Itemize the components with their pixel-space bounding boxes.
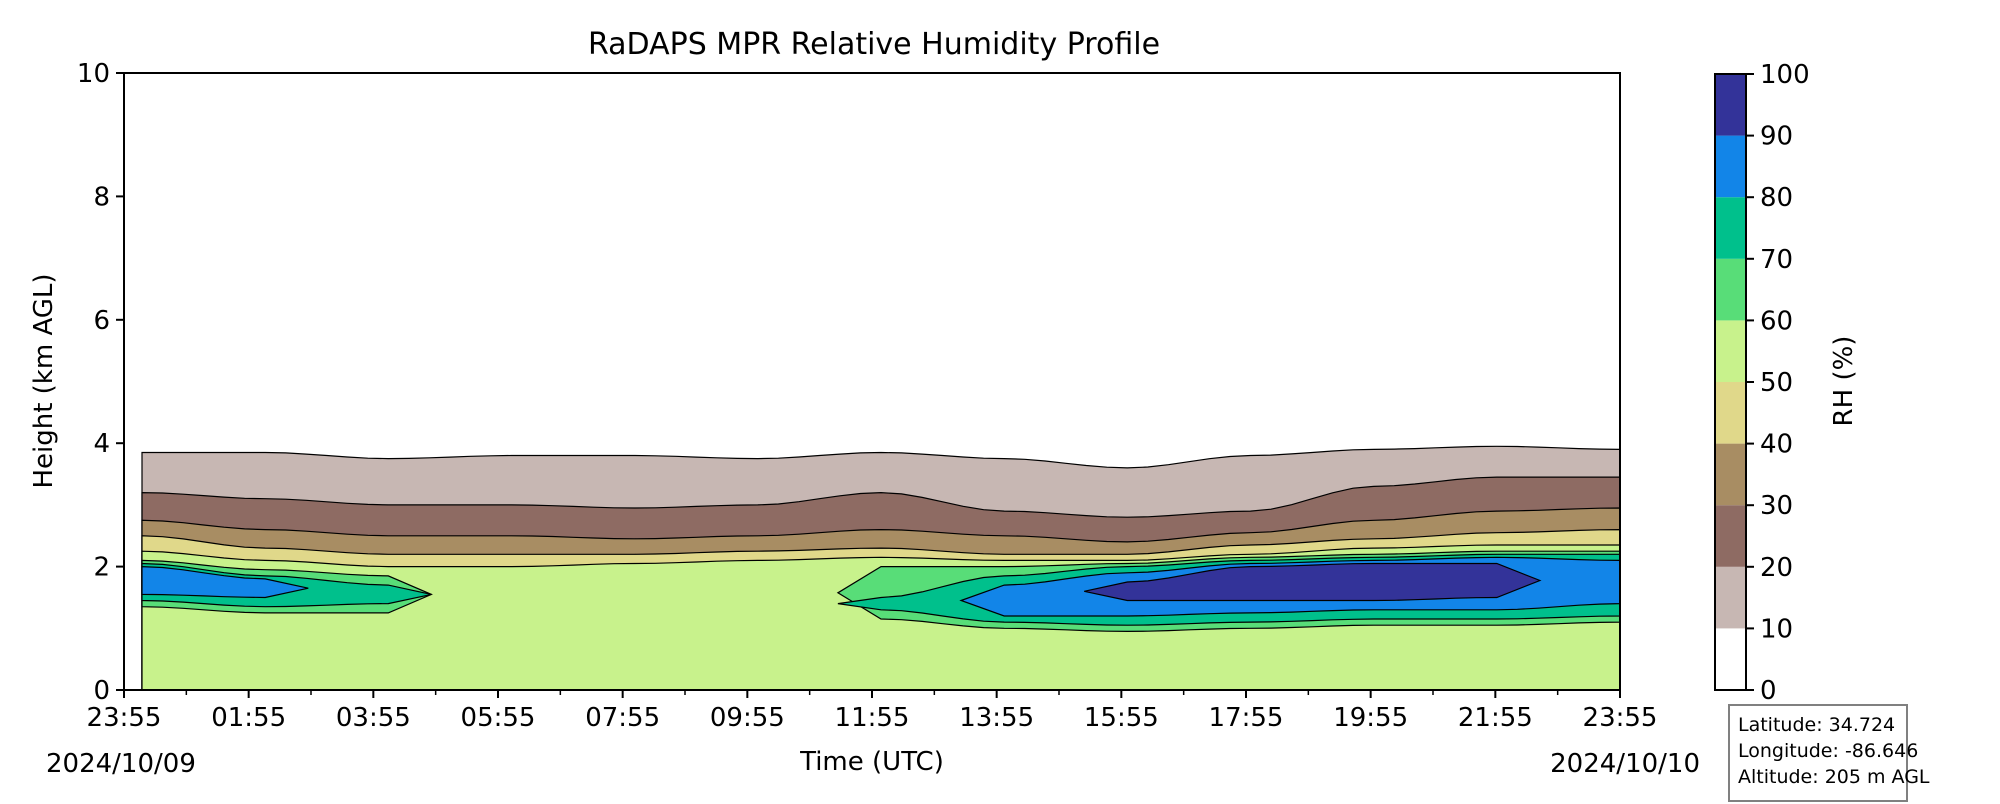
- colorbar-tick-label: 60: [1760, 306, 1793, 336]
- y-tick-label: 8: [93, 182, 110, 212]
- x-tick-label: 09:55: [710, 703, 785, 733]
- x-tick-label: 07:55: [585, 703, 660, 733]
- x-tick-label: 23:55: [87, 703, 162, 733]
- end-date-label: 2024/10/10: [1550, 749, 1700, 779]
- rh-contour-80-region-0: [141, 565, 309, 599]
- colorbar-tick-label: 90: [1760, 122, 1793, 152]
- colorbar-band-30: [1715, 443, 1746, 506]
- colorbar-tick-label: 40: [1760, 430, 1793, 460]
- colorbar-band-0: [1715, 628, 1746, 690]
- x-tick-label: 13:55: [959, 703, 1034, 733]
- rh-contour-90-region-0: [1084, 562, 1542, 602]
- colorbar-band-50: [1715, 320, 1746, 382]
- colorbar-label: RH (%): [1829, 336, 1859, 427]
- colorbar-tick-label: 30: [1760, 491, 1793, 521]
- colorbar-tick-label: 20: [1760, 553, 1793, 583]
- x-tick-label: 01:55: [211, 703, 286, 733]
- station-altitude: Altitude: 205 m AGL: [1738, 766, 1930, 788]
- x-axis-label: Time (UTC): [799, 747, 944, 777]
- colorbar-band-60: [1715, 258, 1746, 321]
- colorbar-band-90: [1715, 74, 1746, 136]
- x-tick-label: 23:55: [1583, 703, 1658, 733]
- colorbar-tick-label: 80: [1760, 183, 1793, 213]
- colorbar-band-10: [1715, 566, 1746, 629]
- colorbar-band-40: [1715, 382, 1746, 444]
- x-axis: 23:55 01:55 03:55 05:55 07:55 09:55 11:55 13:55…: [87, 690, 1658, 733]
- x-tick-label: 17:55: [1209, 703, 1284, 733]
- colorbar-tick-label: 10: [1760, 614, 1793, 644]
- colorbar: 0 10 20 30 40 50 60 70 80 90 100: [1714, 60, 1810, 706]
- colorbar-tick-label: 50: [1760, 368, 1793, 398]
- x-tick-label: 11:55: [835, 703, 910, 733]
- y-axis-label: Height (km AGL): [29, 273, 59, 488]
- station-info-box: Latitude: 34.724 Longitude: -86.646 Alti…: [1728, 704, 1930, 802]
- x-tick-label: 21:55: [1458, 703, 1533, 733]
- x-tick-label: 05:55: [461, 703, 536, 733]
- y-tick-label: 6: [93, 306, 110, 336]
- x-tick-label: 19:55: [1333, 703, 1408, 733]
- chart-title: RaDAPS MPR Relative Humidity Profile: [588, 27, 1160, 62]
- start-date-label: 2024/10/09: [46, 749, 196, 779]
- x-tick-label: 03:55: [336, 703, 411, 733]
- rh-contour-layer: [141, 445, 1620, 690]
- y-tick-label: 10: [77, 59, 110, 89]
- y-tick-label: 0: [93, 676, 110, 706]
- station-latitude: Latitude: 34.724: [1738, 714, 1896, 736]
- colorbar-band-70: [1715, 197, 1746, 259]
- y-tick-label: 4: [93, 429, 110, 459]
- colorbar-band-20: [1715, 505, 1746, 567]
- station-longitude: Longitude: -86.646: [1738, 740, 1919, 762]
- x-tick-label: 15:55: [1084, 703, 1159, 733]
- y-axis: 0 2 4 6 8 10: [77, 59, 124, 706]
- colorbar-tick-label: 100: [1760, 60, 1810, 90]
- colorbar-tick-label: 70: [1760, 245, 1793, 275]
- y-tick-label: 2: [93, 553, 110, 583]
- colorbar-tick-label: 0: [1760, 676, 1777, 706]
- plot-area: [123, 72, 1621, 691]
- colorbar-band-80: [1715, 135, 1746, 198]
